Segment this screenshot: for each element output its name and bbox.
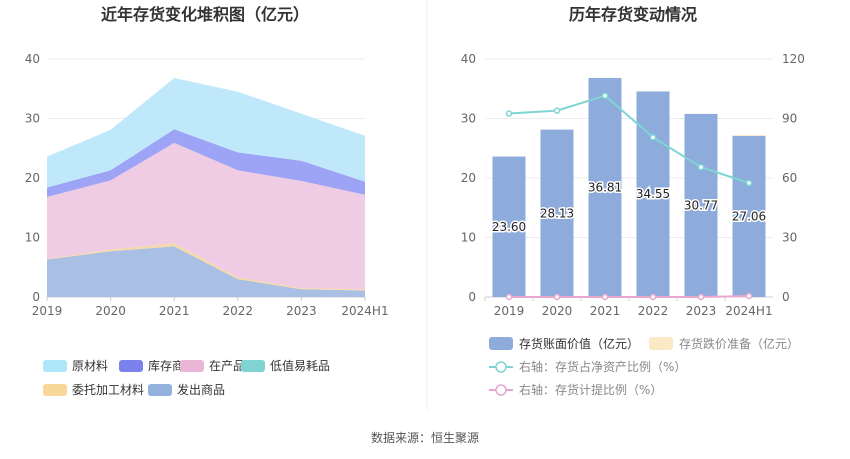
bar-book-value <box>540 129 574 297</box>
left-chart-title: 近年存货变化堆积图（亿元） <box>101 5 309 24</box>
right-y-tick-label: 0 <box>468 290 476 304</box>
line-右轴：存货计提比例（%） <box>509 295 750 298</box>
line-point <box>745 292 753 300</box>
legend-label-发出商品: 发出商品 <box>177 382 225 397</box>
right-y2-tick-label: 0 <box>782 290 790 304</box>
left-x-tick-label: 2021 <box>159 304 190 318</box>
left-y-tick-label: 20 <box>25 171 40 185</box>
bar-book-value <box>492 156 526 297</box>
legend-swatch-低值易耗品 <box>241 360 265 372</box>
right-x-tick-label: 2022 <box>638 304 669 318</box>
line-point <box>505 293 513 301</box>
right-y2-tick-label: 60 <box>782 171 797 185</box>
bar-provision <box>732 135 766 136</box>
legend-label-net-asset-ratio: 右轴：存货占净资产比例（%） <box>519 359 686 374</box>
bar-value-label: 27.06 <box>732 209 766 223</box>
line-point <box>553 293 561 301</box>
legend-swatch-在产品 <box>180 360 204 372</box>
left-x-tick-label: 2019 <box>32 304 63 318</box>
right-y-tick-label: 30 <box>461 112 476 126</box>
right-y-ticks: 0 10 20 30 40 <box>461 52 476 304</box>
legend-swatch-发出商品 <box>148 384 172 396</box>
line-point <box>649 134 657 141</box>
line-point <box>553 107 561 114</box>
right-y2-tick-label: 90 <box>782 112 797 126</box>
legend-swatch-原材料 <box>43 360 67 372</box>
right-lines <box>505 92 753 301</box>
right-x-tick-label: 2020 <box>542 304 573 318</box>
legend-swatch-book-value <box>489 337 513 350</box>
legend-label-book-value: 存货账面价值（亿元） <box>519 336 639 351</box>
right-legend: 存货账面价值（亿元） 存货跌价准备（亿元） 右轴：存货占净资产比例（%） 右轴：存货计… <box>489 336 799 397</box>
area-原材料 <box>47 78 365 188</box>
left-y-tick-label: 30 <box>25 112 40 126</box>
line-point <box>697 293 705 301</box>
left-x-tick-label: 2022 <box>223 304 254 318</box>
left-x-tick-label: 2020 <box>95 304 126 318</box>
line-point <box>649 293 657 301</box>
legend-label-在产品: 在产品 <box>209 359 245 373</box>
line-point <box>505 110 513 117</box>
left-areas <box>47 78 365 297</box>
legend-swatch-provision <box>649 337 673 350</box>
left-y-tick-label: 10 <box>25 231 40 245</box>
left-y-tick-label: 0 <box>32 290 40 304</box>
area-发出商品 <box>47 246 365 297</box>
line-point <box>601 293 609 301</box>
right-x-tick-label: 2024H1 <box>725 304 772 318</box>
stacked-area-chart: 近年存货变化堆积图（亿元） 0 10 20 30 40 2019 2020 2021 2022… <box>25 5 389 397</box>
left-y-ticks: 0 10 20 30 40 <box>25 52 40 304</box>
right-gridlines <box>485 58 773 298</box>
bar-value-label: 34.55 <box>636 187 670 201</box>
left-x-ticks: 2019 2020 2021 2022 2023 2024H1 <box>32 297 389 318</box>
area-库存商品 <box>47 129 365 197</box>
legend-label-provision: 存货跌价准备（亿元） <box>679 336 799 351</box>
line-右轴：存货占净资产比例（%） <box>508 94 750 184</box>
right-y-tick-label: 20 <box>461 171 476 185</box>
left-x-tick-label: 2024H1 <box>341 304 388 318</box>
right-x-ticks: 2019 2020 2021 2022 2023 2024H1 <box>484 297 773 318</box>
legend-label-provision-ratio: 右轴：存货计提比例（%） <box>519 382 662 397</box>
data-source: 数据来源：恒生聚源 <box>371 430 479 445</box>
left-x-tick-label: 2023 <box>286 304 317 318</box>
line-point <box>745 179 753 187</box>
right-x-tick-label: 2023 <box>686 304 717 318</box>
legend-label-低值易耗品: 低值易耗品 <box>270 358 330 373</box>
bar-value-label: 30.77 <box>684 198 718 212</box>
legend-label-原材料: 原材料 <box>72 359 108 373</box>
right-x-tick-label: 2019 <box>494 304 525 318</box>
legend-marker-provision-ratio <box>495 384 507 396</box>
legend-swatch-委托加工材料 <box>43 384 67 396</box>
line-point <box>601 92 609 99</box>
bar-value-label: 28.13 <box>540 206 574 220</box>
line-point <box>697 163 705 171</box>
legend-label-委托加工材料: 委托加工材料 <box>72 383 144 397</box>
right-y2-ticks: 0 30 60 90 120 <box>782 52 805 304</box>
right-y-tick-label: 10 <box>461 231 476 245</box>
bar-book-value <box>636 91 670 298</box>
right-bars <box>492 77 766 298</box>
right-bar-labels: 23.60 28.13 36.81 34.55 30.77 27.06 <box>490 179 767 235</box>
bar-book-value <box>588 77 622 297</box>
right-y2-tick-label: 120 <box>782 52 805 66</box>
right-y2-tick-label: 30 <box>782 231 797 245</box>
bar-book-value <box>732 135 766 297</box>
area-在产品 <box>47 142 365 290</box>
right-chart-title: 历年存货变动情况 <box>569 5 697 24</box>
legend-marker-net-asset-ratio <box>495 361 507 373</box>
bar-value-label: 36.81 <box>588 180 622 194</box>
right-y-tick-label: 40 <box>461 52 476 66</box>
bar-book-value <box>684 113 718 297</box>
left-y-tick-label: 40 <box>25 52 40 66</box>
legend-swatch-库存商品 <box>119 360 143 372</box>
bar-value-label: 23.60 <box>492 220 526 234</box>
right-x-tick-label: 2021 <box>590 304 621 318</box>
